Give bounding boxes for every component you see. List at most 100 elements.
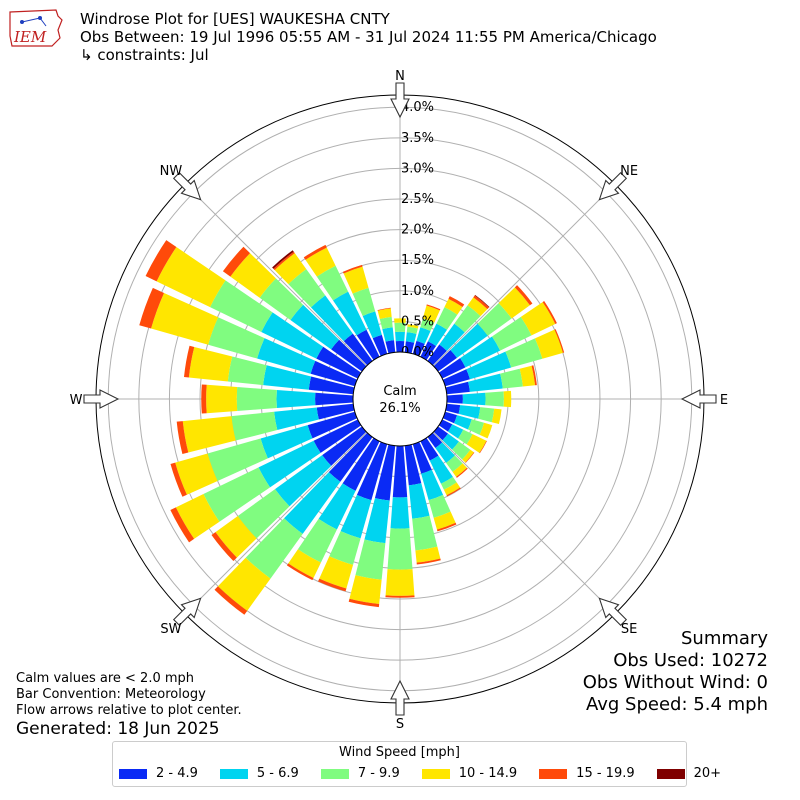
windrose-bar-segment <box>426 304 441 311</box>
windrose-bar-segment <box>170 507 195 543</box>
note-flow-arrows: Flow arrows relative to plot center. <box>16 703 242 718</box>
windrose-bar-segment <box>210 280 273 332</box>
legend-swatch <box>320 768 349 779</box>
windrose-bar-segment <box>456 467 468 478</box>
flow-arrow-shape <box>680 389 717 409</box>
svg-text:IEM: IEM <box>13 28 47 46</box>
flow-arrow-icon <box>172 171 202 201</box>
windrose-bar-segment <box>404 341 415 354</box>
windrose-bar-segment <box>415 546 441 563</box>
windrose-bar-segment <box>392 445 408 498</box>
windrose-bar-segment <box>450 323 488 358</box>
radial-tick-label: 2.5% <box>401 192 434 207</box>
compass-label-se: SE <box>621 622 637 637</box>
windrose-bar-segment <box>230 253 276 298</box>
windrose-bar-segment <box>387 528 413 570</box>
legend-item: 2 - 4.9 <box>119 766 198 781</box>
windrose-bar-segment <box>404 444 422 486</box>
compass-label-ne: NE <box>620 164 638 179</box>
windrose-bar-segment <box>407 324 419 329</box>
radial-tick-label: 0.5% <box>401 314 434 329</box>
windrose-bar-segment <box>245 518 303 579</box>
windrose-bar-segment <box>427 344 447 366</box>
windrose-bar-segment <box>468 373 503 392</box>
windrose-bar-segment <box>514 285 533 306</box>
windrose-bar-segment <box>184 345 195 378</box>
windrose-bar-segment <box>436 307 458 330</box>
radial-tick-label: 1.0% <box>401 284 434 299</box>
windrose-bar-segment <box>452 463 467 477</box>
windrose-bar-segment <box>352 287 376 316</box>
windrose-bar-segment <box>385 340 396 354</box>
grid-spoke <box>184 431 368 615</box>
windrose-bar-segment <box>458 405 481 419</box>
compass-label-w: W <box>70 393 83 408</box>
legend-swatch <box>656 768 685 779</box>
windrose-bar-segment <box>273 251 295 271</box>
windrose-bar-segment <box>236 387 277 411</box>
windrose-bar-segment <box>446 394 463 404</box>
windrose-bar-segment <box>208 317 265 359</box>
windrose-bar-segment <box>479 440 487 454</box>
summary-obs-without-wind: Obs Without Wind: 0 <box>582 672 768 693</box>
windrose-bar-segment <box>356 329 380 361</box>
windrose-bar-segment <box>395 331 405 342</box>
windrose-bar-segment <box>542 301 557 324</box>
legend-item: 10 - 14.9 <box>421 766 517 781</box>
compass-label-n: N <box>395 69 405 84</box>
windrose-bar-segment <box>372 334 388 357</box>
iem-logo: IEM <box>6 6 64 52</box>
windrose-bar-segment <box>531 365 537 386</box>
flow-arrow-icon <box>680 389 717 409</box>
windrose-bar-segment <box>454 305 481 333</box>
legend-label: 20+ <box>693 766 722 781</box>
windrose-bar-segment <box>274 407 319 431</box>
legend-item: 7 - 9.9 <box>320 766 400 781</box>
windrose-bar-segment <box>412 441 432 474</box>
compass-label-nw: NW <box>160 164 183 179</box>
windrose-bar-segment <box>448 296 465 307</box>
flow-arrow-shape <box>598 171 628 201</box>
windrose-bar-segment <box>315 392 354 406</box>
summary-obs-used: Obs Used: 10272 <box>613 650 768 671</box>
note-calm: Calm values are < 2.0 mph <box>16 671 195 686</box>
flow-arrow-icon <box>83 389 120 409</box>
windrose-bar-segment <box>227 356 267 386</box>
windrose-bar-segment <box>215 515 257 558</box>
windrose-bar-segment <box>445 381 470 395</box>
iowa-map-icon: IEM <box>9 9 63 47</box>
windrose-bar-segment <box>467 419 485 435</box>
windrose-bar-segment <box>288 269 326 308</box>
windrose-bar-segment <box>176 421 189 455</box>
windrose-bar-segment <box>310 360 358 387</box>
radial-tick-label: 3.0% <box>401 161 434 176</box>
flow-arrow-icon <box>598 597 628 627</box>
windrose-bar-segment <box>421 469 444 501</box>
windrose-bar-segment <box>519 365 536 387</box>
windrose-bar-segment <box>222 246 251 277</box>
windrose-bar-segment <box>412 515 438 551</box>
windrose-bar-segment <box>427 323 448 346</box>
windrose-bar-segment <box>329 531 361 565</box>
windrose-bar-segment <box>385 569 415 596</box>
windrose-bar-segment <box>534 329 563 359</box>
windrose-bar-segment <box>422 305 440 323</box>
flow-arrow-shape <box>172 597 202 627</box>
windrose-bar-segment <box>433 350 457 372</box>
windrose-bar-segment <box>435 442 455 463</box>
windrose-bar-segment <box>466 434 487 453</box>
flow-arrow-shape <box>172 171 202 201</box>
windrose-bar-segment <box>433 511 456 530</box>
windrose-bar-segment <box>170 462 187 497</box>
legend-swatch <box>421 768 450 779</box>
windrose-bar-segment <box>408 483 430 519</box>
windrose-bar-segment <box>206 384 238 414</box>
windrose-bar-segment <box>343 333 373 366</box>
flow-arrow-icon <box>390 82 410 119</box>
constraints: ↳ constraints: Jul <box>80 46 209 64</box>
compass-label-s: S <box>396 717 404 732</box>
windrose-bar-segment <box>433 426 449 441</box>
windrose-bar-segment <box>263 365 312 390</box>
windrose-bar-segment <box>343 266 369 294</box>
